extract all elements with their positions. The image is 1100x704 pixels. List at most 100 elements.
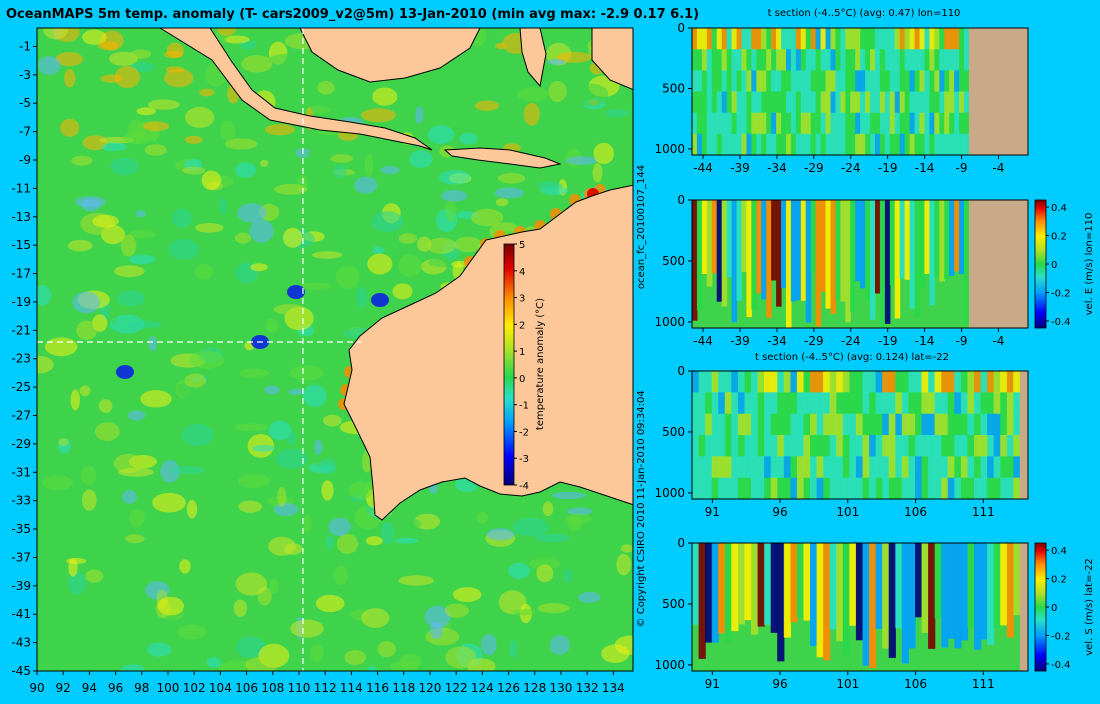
section-temperature-cell xyxy=(724,392,732,415)
anomaly-blob xyxy=(394,537,419,544)
section-temperature-cell xyxy=(882,413,890,436)
section-temperature-cell xyxy=(855,28,861,50)
section-temperature-cell xyxy=(692,91,698,114)
anomaly-blob xyxy=(185,106,215,128)
section-temperature-cell xyxy=(908,456,916,479)
anomaly-blob xyxy=(273,502,299,517)
section-temperature-cell xyxy=(783,413,791,436)
section-temperature-cell xyxy=(928,371,936,393)
section-temperature-cell xyxy=(929,49,935,71)
colorbar-tick-label: -4 xyxy=(519,481,529,492)
anomaly-blob xyxy=(225,138,258,150)
anomaly-blob xyxy=(182,423,214,446)
anomaly-blob xyxy=(616,553,631,576)
section-temperature-cell xyxy=(796,371,805,393)
anomaly-blob xyxy=(264,124,295,136)
section-temperature-cell xyxy=(761,49,767,71)
colorbar-tick-label: 3 xyxy=(519,294,525,305)
section-x-tick-label: -44 xyxy=(693,334,713,348)
anomaly-blob xyxy=(67,239,93,252)
section-temperature-cell xyxy=(701,28,708,50)
section-temperature-cell xyxy=(895,435,903,457)
section-temperature-cell xyxy=(888,477,896,500)
map-y-tick-label: -29 xyxy=(11,437,31,451)
anomaly-blob xyxy=(549,635,570,655)
section-temperature-cell xyxy=(823,456,831,479)
section-y-tick-label: 500 xyxy=(662,597,685,611)
section-temperature-cell xyxy=(919,91,925,114)
anomaly-blob xyxy=(367,253,393,275)
anomaly-blob xyxy=(312,251,343,259)
section-temperature-cell xyxy=(696,49,703,71)
section-temperature-cell xyxy=(776,28,782,50)
anomaly-blob xyxy=(459,132,478,145)
section-temperature-cell xyxy=(718,477,726,500)
section-velocity-cell xyxy=(949,200,955,276)
section-temperature-cell xyxy=(967,477,975,500)
section-temperature-cell xyxy=(928,413,936,436)
section-velocity-cell xyxy=(766,200,772,318)
section-temperature-cell xyxy=(731,392,739,415)
section-temperature-cell xyxy=(974,435,982,457)
anomaly-blob xyxy=(424,605,451,628)
cold-eddy-anomaly xyxy=(371,293,389,307)
section-temperature-cell xyxy=(909,133,916,156)
section-temperature-cell xyxy=(904,28,911,50)
map-y-tick-label: -7 xyxy=(19,125,31,139)
anomaly-blob xyxy=(238,474,271,489)
section-temperature-cell xyxy=(855,477,864,500)
section-temperature-cell xyxy=(849,371,857,393)
section-temperature-cell xyxy=(816,456,824,479)
section-temperature-cell xyxy=(790,456,798,479)
section-velocity-cell xyxy=(716,200,723,302)
section-x-tick-label: 111 xyxy=(972,677,995,691)
anomaly-blob xyxy=(250,263,268,272)
section-temperature-cell xyxy=(954,133,960,156)
section-temperature-cell xyxy=(879,49,886,71)
section-temperature-cell xyxy=(718,413,726,436)
section-temperature-cell xyxy=(751,435,759,457)
section-velocity-cell xyxy=(741,200,747,272)
section-temperature-cell xyxy=(850,112,856,135)
section-temperature-cell xyxy=(751,392,759,415)
anomaly-blob xyxy=(288,388,305,395)
section-temperature-cell xyxy=(924,91,930,114)
section-temperature-cell xyxy=(746,91,752,114)
anomaly-blob xyxy=(45,337,78,357)
section-velocity-cell xyxy=(790,543,798,623)
section-x-tick-label: 96 xyxy=(772,505,787,519)
section-temperature-cell xyxy=(731,133,738,156)
section-temperature-cell xyxy=(921,371,929,393)
anomaly-blob xyxy=(234,423,268,432)
section-temperature-cell xyxy=(757,371,765,393)
colorbar-tick-label: -1 xyxy=(519,401,529,412)
section-temperature-cell xyxy=(800,91,807,114)
section-velocity-cell xyxy=(862,543,870,666)
section-temperature-cell xyxy=(901,456,909,479)
anomaly-blob xyxy=(556,51,592,63)
anomaly-blob xyxy=(428,258,459,267)
section-temperature-cell xyxy=(850,28,856,50)
section-temperature-cell xyxy=(823,392,831,415)
section-temperature-cell xyxy=(746,112,752,135)
section-temperature-cell xyxy=(711,477,719,500)
anomaly-blob xyxy=(91,442,101,458)
section-temperature-cell xyxy=(870,70,876,93)
colorbar-tick-label: -2 xyxy=(519,427,529,438)
section-temperature-cell xyxy=(698,477,706,500)
section-velocity-cell xyxy=(803,543,811,621)
section-velocity-cell xyxy=(705,543,713,643)
section-temperature-cell xyxy=(947,392,955,415)
section-temperature-cell xyxy=(825,91,831,114)
map-x-tick-label: 92 xyxy=(56,681,71,695)
section-temperature-cell xyxy=(879,91,886,114)
section-x-tick-label: 101 xyxy=(836,677,859,691)
section-panel-vel-e: -44 -39 -34 -29 -24 -19 -14 -9 -4 0 500 1000 xyxy=(654,193,1029,348)
section-temperature-cell xyxy=(731,477,739,500)
section-temperature-cell xyxy=(860,91,866,114)
section-temperature-cell xyxy=(941,371,949,393)
anomaly-blob xyxy=(578,592,601,603)
section-temperature-cell xyxy=(803,477,811,500)
section-temperature-cell xyxy=(751,70,757,93)
section-temperature-cell xyxy=(716,91,723,114)
